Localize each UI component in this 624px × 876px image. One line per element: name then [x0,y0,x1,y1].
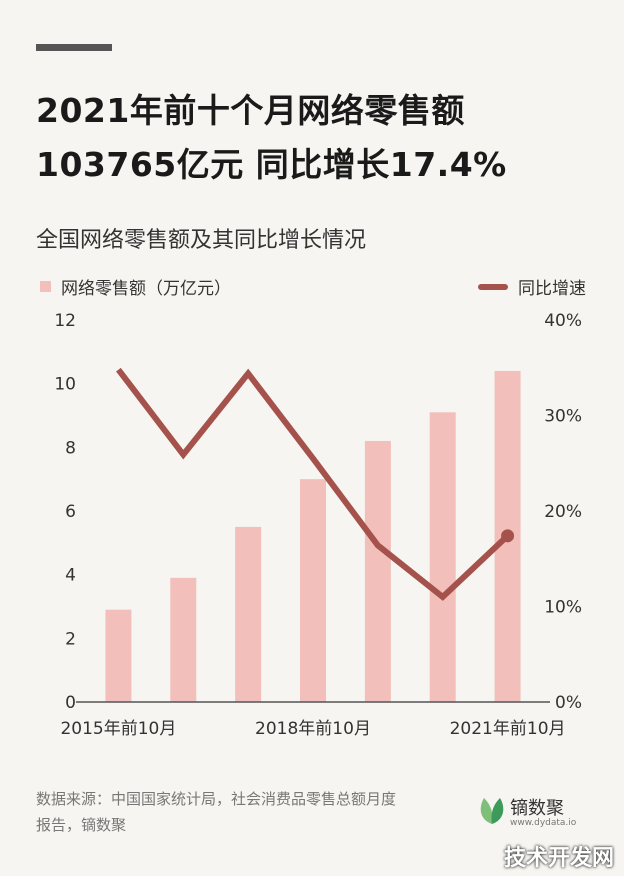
headline-line-1: 2021年前十个月网络零售额 [36,91,465,130]
y-left-tick-label: 6 [65,502,76,522]
bar-2018年前10月 [300,479,326,702]
y-right-tick-label: 20% [544,502,582,522]
legend-bar-label: 网络零售额（万亿元） [61,279,231,299]
bar-2019年前10月 [364,440,391,702]
logo-name: 镝数聚 [510,798,564,819]
bar-2016年前10月 [170,577,197,702]
bar-2017年前10月 [235,526,262,702]
y-left-tick-label: 8 [65,438,76,458]
y-right-tick-label: 40% [544,311,582,331]
data-source-note: 数据来源：中国国家统计局，社会消费品零售总额月度报告，镝数聚 [36,790,397,834]
chart-subtitle: 全国网络零售额及其同比增长情况 [36,228,367,253]
x-tick-label: 2018年前10月 [255,719,371,739]
growth-rate-end-point [501,529,515,543]
legend-bar-entry: 网络零售额（万亿元） [40,274,231,299]
legend-line-label: 同比增速 [518,279,586,299]
y-right-tick-label: 10% [544,598,582,618]
x-tick-label: 2015年前10月 [60,719,176,739]
legend-bar-swatch [40,281,51,292]
y-right-tick-label: 30% [544,407,582,427]
legend-line-swatch [478,283,508,290]
combo-chart: 0 2 4 6 8 10 12 0% 10% 20% 30% 40% 2015年前10月 2018年前10… [54,311,582,739]
headline-line-2: 103765亿元 同比增长17.4% [36,145,507,184]
dydata-logo-icon [480,798,504,824]
logo-url: www.dydata.io [510,818,577,828]
y-left-tick-label: 0 [65,693,76,713]
y-left-tick-label: 10 [54,375,76,395]
y-left-tick-label: 2 [65,629,76,649]
y-right-tick-label: 0% [555,693,582,713]
y-left-tick-label: 4 [65,566,76,586]
bar-2020年前10月 [429,412,456,702]
legend-line-entry: 同比增速 [478,274,586,299]
y-left-tick-label: 12 [54,311,76,331]
growth-rate-line [116,367,510,601]
watermark-text: 技术开发网 [503,846,614,871]
x-tick-label: 2021年前10月 [450,719,566,739]
bar-2015年前10月 [105,609,132,702]
header-accent-bar [36,44,112,51]
